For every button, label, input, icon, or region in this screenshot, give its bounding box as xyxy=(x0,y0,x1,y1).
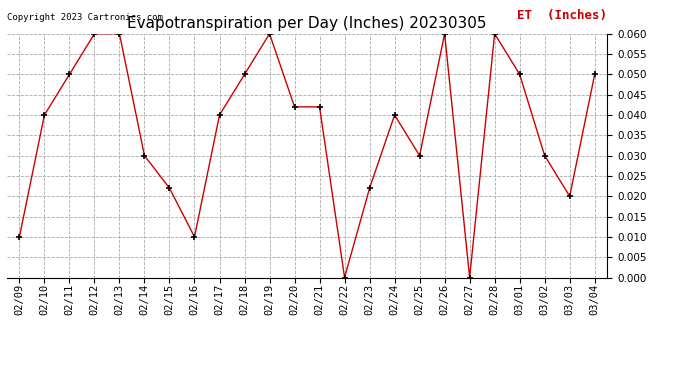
Text: Copyright 2023 Cartronics.com: Copyright 2023 Cartronics.com xyxy=(7,13,163,21)
Title: Evapotranspiration per Day (Inches) 20230305: Evapotranspiration per Day (Inches) 2023… xyxy=(127,16,487,31)
Text: ET  (Inches): ET (Inches) xyxy=(518,9,607,21)
